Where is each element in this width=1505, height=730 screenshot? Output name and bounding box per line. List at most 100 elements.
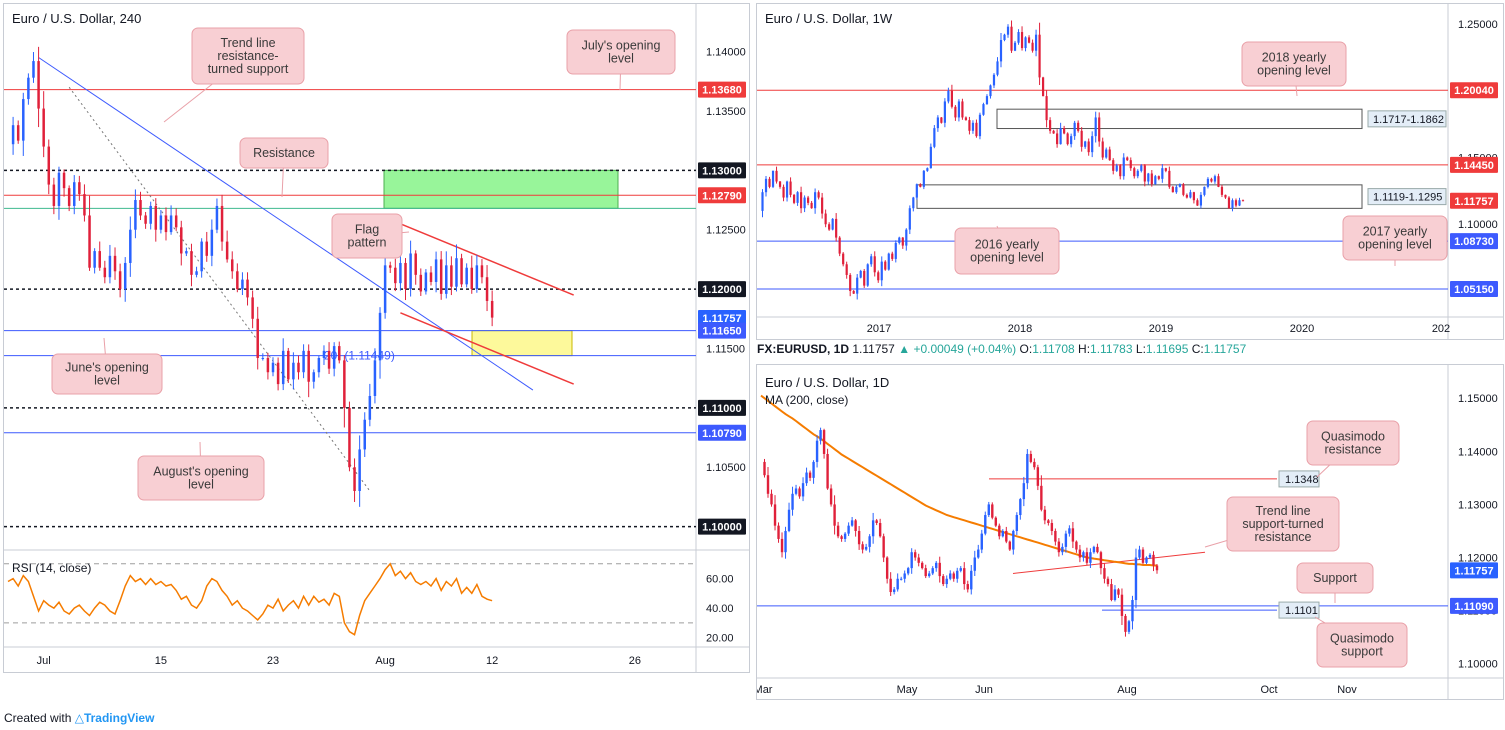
weekly-candle — [915, 184, 918, 198]
daily-candle — [798, 488, 801, 497]
price-tag-bg — [1450, 233, 1498, 250]
x-tick: Aug — [375, 655, 395, 667]
h4-candle — [210, 229, 214, 256]
y-tick: 1.14000 — [1458, 446, 1498, 458]
daily-candle — [966, 584, 969, 590]
daily-candle — [1029, 453, 1033, 462]
h4-candle — [22, 99, 25, 141]
daily-candle — [840, 536, 843, 539]
price-tag: 1.13680 — [702, 85, 742, 97]
weekly-candle — [982, 104, 985, 115]
rsi-title: RSI (14, close) — [12, 561, 91, 575]
price-tag-bg — [698, 399, 746, 416]
h4-candle — [256, 318, 259, 358]
h4-candle — [429, 272, 433, 282]
h4-candle — [383, 265, 387, 313]
weekly-candle — [1052, 130, 1055, 134]
zone-label: 1.1119-1.1295 — [1373, 192, 1442, 204]
weekly-candle — [877, 272, 880, 281]
trend-line — [38, 57, 534, 391]
h4-candle — [292, 362, 295, 380]
daily-candle — [791, 493, 794, 510]
x-tick: Aug — [1117, 684, 1137, 696]
weekly-candle — [1234, 200, 1238, 206]
weekly-candle — [1101, 141, 1104, 158]
tradingview-logo-icon[interactable]: △ — [74, 711, 84, 725]
daily-candle — [1068, 528, 1071, 534]
daily-candle — [857, 530, 861, 545]
y-tick: 1.10000 — [1458, 659, 1498, 671]
weekly-candle — [810, 202, 813, 209]
resistance-callout-text: Resistance — [253, 146, 315, 160]
up-arrow-icon: ▲ — [898, 342, 911, 356]
h4-candle — [42, 108, 45, 147]
h4-candle — [78, 182, 81, 195]
weekly-candle — [1231, 200, 1234, 209]
daily-title: Euro / U.S. Dollar, 1D — [765, 375, 889, 390]
weekly-candle — [814, 192, 817, 209]
h4-chart[interactable]: 20 (1.11449) Euro / U.S. Dollar, 240 1.1400… — [4, 4, 749, 672]
weekly-candle — [1017, 32, 1020, 43]
daily-candle — [770, 493, 773, 505]
tradingview-link[interactable]: TradingView — [83, 711, 155, 725]
symbol-info-line: FX:EURUSD, 1D 1.11757 ▲ +0.00049 (+0.04%… — [757, 342, 1246, 356]
weekly-candle — [1206, 178, 1210, 187]
daily-chart[interactable]: Euro / U.S. Dollar, 1D MA (200, close) 1.1… — [757, 365, 1503, 699]
fib-prefix: 20 — [324, 349, 338, 363]
weekly-candle — [887, 253, 890, 270]
ma-label: MA (200, close) — [765, 393, 848, 407]
close-value: 1.11757 — [1203, 342, 1247, 356]
h4-candle — [455, 258, 458, 287]
weekly-chart-panel[interactable]: 1.1717-1.1862 1.1119-1.1295 Euro / U.S. Do… — [756, 3, 1504, 340]
weekly-chart[interactable]: 1.1717-1.1862 1.1119-1.1295 Euro / U.S. Do… — [757, 4, 1503, 339]
x-tick: 2019 — [1149, 323, 1173, 335]
weekly-candle — [1034, 34, 1038, 51]
daily-candle — [1033, 461, 1036, 468]
h4-candle — [490, 300, 494, 318]
trend-line-callout-text: Trend line — [1255, 504, 1310, 518]
price-tag-bg — [1450, 562, 1498, 579]
weekly-candle — [943, 101, 946, 123]
price-tag: 1.11757 — [1454, 565, 1493, 577]
h4-candle — [424, 272, 428, 292]
daily-candle — [787, 509, 791, 531]
daily-candle — [780, 538, 784, 553]
weekly-candle — [894, 242, 897, 259]
augusts-opening-callout-text: August's opening — [153, 465, 249, 479]
daily-candle — [1148, 554, 1152, 558]
daily-candle — [935, 562, 938, 569]
h4-candle — [113, 255, 117, 272]
open-label: O: — [1019, 342, 1033, 356]
h4-candle — [230, 259, 234, 272]
weekly-candle — [884, 261, 887, 270]
daily-candle — [864, 546, 868, 550]
weekly-candle — [919, 184, 922, 187]
weekly-candle — [1143, 165, 1146, 182]
h4-candle — [317, 357, 321, 373]
weekly-candle — [785, 181, 789, 198]
weekly-candle — [880, 261, 883, 281]
daily-candle — [1089, 552, 1092, 563]
daily-chart-panel[interactable]: Euro / U.S. Dollar, 1D MA (200, close) 1.1… — [756, 364, 1504, 700]
h4-candle — [241, 279, 244, 290]
weekly-candle — [1136, 170, 1139, 177]
weekly-candle — [957, 101, 961, 118]
daily-candle — [1078, 549, 1082, 558]
y-tick: 1.13000 — [1458, 499, 1498, 511]
weekly-candle — [1224, 194, 1227, 198]
daily-candle — [987, 504, 990, 516]
rsi-y-tick: 40.00 — [706, 603, 734, 615]
weekly-candle — [845, 264, 848, 275]
daily-candle — [928, 573, 931, 577]
weekly-candle — [1112, 160, 1115, 171]
last-price: 1.11757 — [852, 342, 895, 356]
h4-candle — [134, 200, 137, 230]
weekly-candle — [835, 218, 838, 238]
h4-chart-panel[interactable]: 20 (1.11449) Euro / U.S. Dollar, 240 1.1400… — [3, 3, 750, 673]
zone-label-bg — [1367, 110, 1447, 128]
weekly-candle — [1227, 197, 1231, 209]
weekly-candle — [912, 197, 915, 209]
h4-candle — [276, 362, 280, 385]
trend-line-resistance — [1012, 551, 1206, 574]
daily-candle — [970, 570, 973, 590]
